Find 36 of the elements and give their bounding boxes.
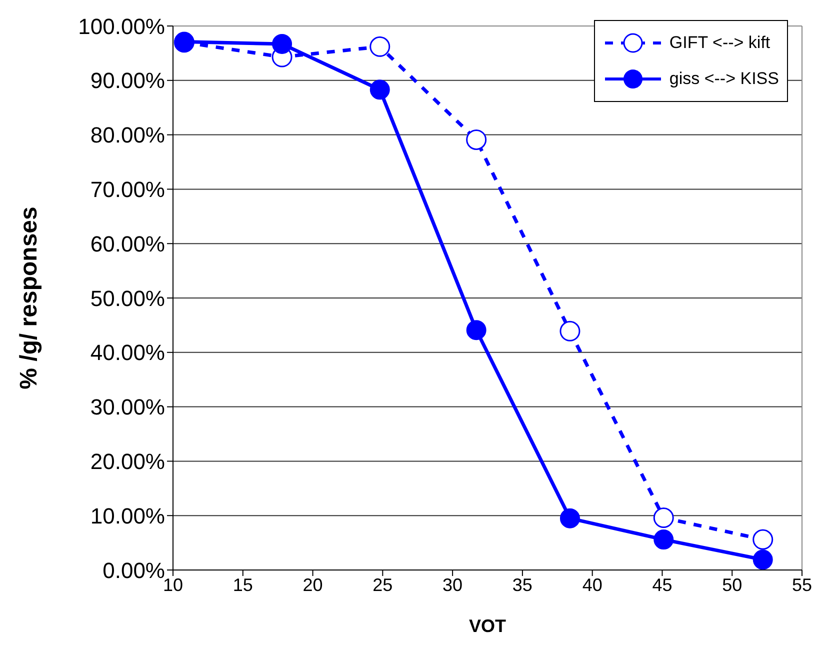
x-axis-title: VOT [468, 616, 506, 636]
y-tick-label: 80.00% [90, 122, 165, 148]
legend-label: giss <--> KISS [669, 69, 779, 89]
point [370, 80, 390, 100]
point [752, 529, 774, 550]
point [466, 320, 486, 340]
y-tick-label: 60.00% [90, 231, 165, 256]
point [654, 530, 674, 550]
point [560, 508, 580, 528]
point [752, 550, 773, 570]
x-tick-label: 25 [372, 574, 393, 595]
x-tick-label: 35 [512, 574, 532, 595]
y-tick-label: 90.00% [90, 68, 165, 94]
point [370, 36, 390, 57]
x-tick-label: 30 [442, 574, 463, 595]
y-tick-label: 70.00% [90, 177, 165, 202]
x-tick-label: 10 [162, 574, 184, 595]
x-tick-label: 40 [582, 574, 602, 595]
point [466, 129, 487, 150]
y-tick-label: 40.00% [90, 340, 165, 366]
y-axis-title: % /g/ responses [16, 206, 43, 390]
x-tick-label: 20 [302, 574, 323, 595]
x-tick-label: 50 [722, 574, 742, 595]
y-tick-label: 100.00% [78, 14, 165, 39]
y-tick-label: 10.00% [90, 503, 165, 528]
y-tick-label: 30.00% [90, 394, 165, 420]
y-tick-label: 0.00% [102, 558, 165, 583]
point [653, 508, 674, 528]
point [560, 320, 580, 342]
legend-label: GIFT <--> kift [669, 33, 770, 53]
y-tick-label: 50.00% [90, 286, 165, 311]
point [272, 34, 292, 54]
x-tick-label: 55 [792, 574, 812, 595]
y-tick-label: 20.00% [90, 449, 165, 474]
x-tick-label: 15 [232, 574, 253, 595]
x-tick-label: 45 [652, 574, 672, 595]
